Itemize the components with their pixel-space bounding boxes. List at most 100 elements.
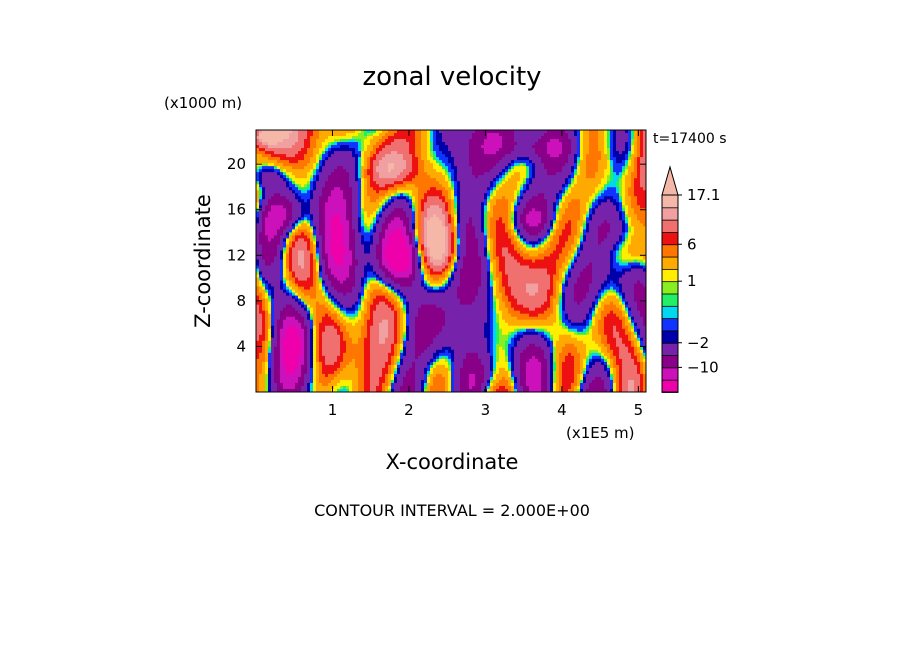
heatmap-cell (478, 166, 482, 170)
heatmap-cell (541, 223, 545, 227)
heatmap-cell (340, 214, 344, 218)
heatmap-cell (553, 220, 557, 224)
heatmap-cell (640, 220, 644, 224)
heatmap-cell (400, 184, 404, 188)
heatmap-cell (415, 184, 419, 188)
heatmap-cell (286, 226, 290, 230)
heatmap-cell (475, 184, 479, 188)
heatmap-cell (337, 223, 341, 227)
heatmap-cell (394, 226, 398, 230)
heatmap-cell (523, 151, 527, 155)
heatmap-cell (640, 142, 644, 146)
heatmap-cell (478, 196, 482, 200)
heatmap-cell (514, 229, 518, 233)
heatmap-field (256, 130, 646, 392)
heatmap-cell (409, 232, 413, 236)
heatmap-cell (256, 142, 260, 146)
heatmap-cell (547, 178, 551, 182)
heatmap-cell (352, 223, 356, 227)
heatmap-cell (367, 181, 371, 185)
heatmap-cell (643, 202, 646, 206)
heatmap-cell (466, 133, 470, 137)
heatmap-cell (268, 232, 272, 236)
heatmap-cell (556, 199, 560, 203)
heatmap-cell (295, 136, 299, 140)
heatmap-cell (475, 154, 479, 158)
heatmap-cell (496, 154, 500, 158)
heatmap-cell (481, 229, 485, 233)
heatmap-cell (340, 241, 344, 246)
heatmap-cell (547, 223, 551, 227)
heatmap-cell (334, 202, 338, 206)
heatmap-cell (610, 142, 614, 146)
heatmap-cell (466, 169, 470, 173)
heatmap-cell (454, 217, 458, 221)
heatmap-cell (466, 214, 470, 218)
heatmap-cell (349, 142, 353, 146)
heatmap-cell (346, 166, 350, 170)
heatmap-cell (628, 184, 632, 188)
heatmap-cell (355, 244, 359, 249)
heatmap-cell (586, 226, 590, 230)
heatmap-cell (298, 133, 302, 137)
heatmap-cell (355, 190, 359, 194)
heatmap-cell (355, 208, 359, 212)
heatmap-cell (283, 172, 287, 176)
heatmap-cell (340, 223, 344, 227)
heatmap-cell (316, 169, 320, 173)
heatmap-cell (469, 181, 473, 185)
heatmap-cell (598, 217, 602, 221)
heatmap-cell (310, 139, 314, 143)
heatmap-cell (496, 193, 500, 197)
heatmap-cell (280, 235, 284, 240)
heatmap-cell (547, 226, 551, 230)
heatmap-cell (337, 154, 341, 158)
heatmap-cell (259, 145, 263, 149)
heatmap-cell (517, 238, 521, 243)
heatmap-cell (538, 142, 542, 146)
heatmap-cell (595, 184, 599, 188)
heatmap-cell (370, 187, 374, 191)
heatmap-cell (532, 175, 536, 179)
heatmap-cell (322, 169, 326, 173)
heatmap-cell (616, 229, 620, 233)
heatmap-cell (559, 136, 563, 140)
heatmap-cell (304, 226, 308, 230)
heatmap-cell (607, 157, 611, 161)
heatmap-cell (556, 157, 560, 161)
heatmap-cell (430, 133, 434, 137)
heatmap-cell (421, 202, 425, 206)
heatmap-cell (595, 238, 599, 243)
heatmap-cell (391, 196, 395, 200)
heatmap-cell (571, 160, 575, 164)
heatmap-cell (562, 241, 566, 246)
heatmap-cell (460, 235, 464, 240)
heatmap-cell (400, 160, 404, 164)
heatmap-cell (526, 211, 530, 215)
heatmap-cell (535, 220, 539, 224)
heatmap-cell (346, 130, 350, 134)
heatmap-cell (424, 202, 428, 206)
heatmap-cell (319, 214, 323, 218)
heatmap-cell (451, 160, 455, 164)
heatmap-cell (610, 133, 614, 137)
heatmap-cell (523, 211, 527, 215)
heatmap-cell (625, 142, 629, 146)
heatmap-cell (544, 184, 548, 188)
heatmap-cell (454, 130, 458, 134)
heatmap-cell (346, 160, 350, 164)
heatmap-cell (526, 172, 530, 176)
heatmap-cell (316, 151, 320, 155)
heatmap-cell (559, 154, 563, 158)
heatmap-cell (457, 220, 461, 224)
heatmap-cell (403, 142, 407, 146)
heatmap-cell (484, 232, 488, 236)
heatmap-cell (412, 172, 416, 176)
heatmap-cell (502, 229, 506, 233)
heatmap-cell (325, 241, 329, 246)
heatmap-cell (514, 202, 518, 206)
heatmap-cell (568, 187, 572, 191)
heatmap-cell (364, 154, 368, 158)
heatmap-cell (259, 175, 263, 179)
heatmap-cell (445, 241, 449, 246)
